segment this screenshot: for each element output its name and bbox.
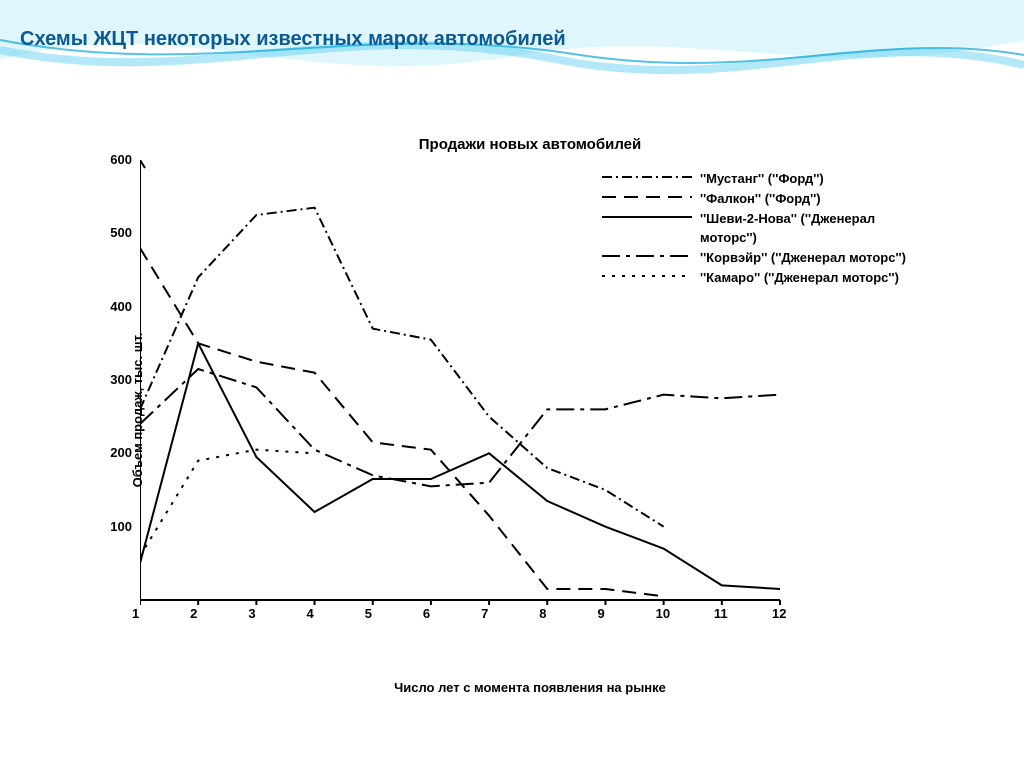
legend-label: ''Камаро'' (''Дженерал моторс'') — [700, 269, 899, 287]
legend-swatch-icon — [602, 190, 692, 204]
ytick-label: 400 — [98, 299, 132, 314]
ytick-label: 300 — [98, 372, 132, 387]
xtick-label: 1 — [132, 606, 139, 621]
xtick-label: 12 — [772, 606, 786, 621]
x-axis-label: Число лет с момента появления на рынке — [100, 680, 960, 695]
legend-swatch-icon — [602, 210, 692, 224]
xtick-label: 9 — [597, 606, 604, 621]
legend-swatch-icon — [602, 170, 692, 184]
chart-container: Продажи новых автомобилей Объем продаж, … — [100, 130, 960, 690]
wave-decor — [0, 0, 1024, 120]
legend-item: ''Мустанг'' (''Форд'') — [602, 170, 930, 188]
xtick-label: 7 — [481, 606, 488, 621]
series-Фалкон — [140, 248, 664, 596]
ytick-label: 600 — [98, 152, 132, 167]
legend-item: ''Шеви-2-Нова'' (''Дженерал моторс'') — [602, 210, 930, 246]
legend-item: ''Камаро'' (''Дженерал моторс'') — [602, 269, 930, 287]
xtick-label: 6 — [423, 606, 430, 621]
legend-label: ''Корвэйр'' (''Дженерал моторс'') — [700, 249, 906, 267]
series-Корвэйр — [140, 369, 780, 486]
chart-legend: ''Мустанг'' (''Форд'') ''Фалкон'' (''Форд… — [602, 170, 930, 289]
legend-label: ''Фалкон'' (''Форд'') — [700, 190, 821, 208]
slide-title: Схемы ЖЦТ некоторых известных марок авто… — [20, 28, 566, 51]
legend-label: ''Шеви-2-Нова'' (''Дженерал моторс'') — [700, 210, 930, 246]
chart-title: Продажи новых автомобилей — [100, 136, 960, 153]
ytick-label: 100 — [98, 519, 132, 534]
xtick-label: 5 — [365, 606, 372, 621]
xtick-label: 2 — [190, 606, 197, 621]
xtick-label: 10 — [656, 606, 670, 621]
xtick-label: 4 — [307, 606, 314, 621]
ytick-label: 500 — [98, 225, 132, 240]
xtick-label: 11 — [714, 606, 728, 621]
xtick-label: 3 — [248, 606, 255, 621]
legend-swatch-icon — [602, 249, 692, 263]
legend-swatch-icon — [602, 269, 692, 283]
ytick-label: 200 — [98, 445, 132, 460]
legend-item: ''Фалкон'' (''Форд'') — [602, 190, 930, 208]
legend-label: ''Мустанг'' (''Форд'') — [700, 170, 824, 188]
legend-item: ''Корвэйр'' (''Дженерал моторс'') — [602, 249, 930, 267]
xtick-label: 8 — [539, 606, 546, 621]
